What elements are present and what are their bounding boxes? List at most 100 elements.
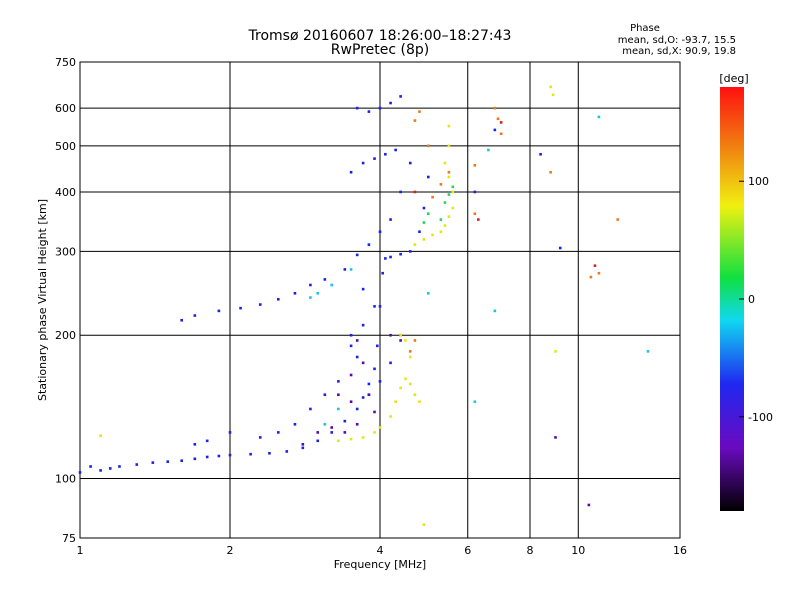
- data-point: [349, 344, 353, 348]
- data-point: [593, 264, 597, 267]
- data-point: [193, 457, 197, 461]
- data-point: [426, 291, 430, 295]
- data-point: [367, 393, 371, 397]
- data-point: [378, 426, 382, 429]
- data-point: [349, 400, 353, 404]
- x-tick-label: 10: [571, 544, 585, 557]
- colorbar-ticks: 100 0 -100: [739, 175, 773, 424]
- data-point: [418, 400, 421, 404]
- data-point: [151, 461, 155, 464]
- y-tick-label: 500: [55, 140, 76, 153]
- data-point: [551, 93, 555, 97]
- y-tick-label: 200: [55, 329, 76, 342]
- data-point: [418, 110, 421, 113]
- y-tick-label: 750: [55, 56, 76, 69]
- data-point: [285, 450, 289, 453]
- stats-line-o: mean, sd,O: -93.7, 15.5: [618, 35, 736, 46]
- data-point: [355, 253, 359, 257]
- data-point: [384, 152, 387, 156]
- data-point: [408, 382, 412, 386]
- data-point: [646, 350, 650, 353]
- data-point: [549, 85, 552, 89]
- data-point: [443, 201, 447, 204]
- data-point: [451, 190, 455, 194]
- data-point: [549, 170, 552, 174]
- data-point: [355, 422, 359, 426]
- data-point: [426, 144, 430, 148]
- data-point: [499, 132, 503, 136]
- data-point: [413, 243, 417, 246]
- y-tick-label: 75: [62, 532, 76, 545]
- data-point: [443, 161, 447, 165]
- y-tick-label: 100: [55, 473, 76, 486]
- data-point: [554, 436, 557, 439]
- data-point: [343, 419, 347, 423]
- data-point: [343, 268, 347, 271]
- data-point: [316, 439, 320, 443]
- data-point: [205, 455, 209, 459]
- data-point: [373, 367, 376, 371]
- data-point: [384, 257, 387, 260]
- data-point: [408, 350, 412, 353]
- data-point: [499, 121, 503, 124]
- data-point: [349, 170, 353, 174]
- data-point: [589, 275, 593, 279]
- data-point: [381, 271, 384, 275]
- data-point: [330, 431, 334, 434]
- data-point: [258, 436, 262, 439]
- data-point: [135, 463, 139, 466]
- data-point: [367, 110, 371, 113]
- stats-line-x: mean, sd,X: 90.9, 19.8: [622, 46, 736, 57]
- data-point: [373, 157, 376, 160]
- data-point: [355, 355, 359, 359]
- data-point: [439, 183, 443, 186]
- data-point: [316, 291, 320, 295]
- data-point: [493, 106, 497, 110]
- x-tick-label: 1: [77, 544, 84, 557]
- chart-title: Tromsø 20160607 18:26:00–18:27:43: [248, 28, 512, 44]
- data-point: [587, 503, 591, 507]
- data-points: [78, 85, 650, 526]
- data-point: [473, 190, 477, 194]
- colorbar-tick-label: -100: [748, 411, 773, 424]
- data-point: [323, 422, 327, 426]
- data-point: [268, 451, 271, 455]
- data-point: [89, 465, 92, 468]
- data-point: [473, 212, 477, 216]
- data-point: [413, 190, 417, 194]
- data-point: [447, 175, 451, 179]
- data-point: [426, 175, 430, 179]
- x-tick-label: 4: [377, 544, 384, 557]
- x-tick-labels: 1 2 4 6 8 10 16: [77, 544, 688, 557]
- data-point: [394, 148, 397, 152]
- data-point: [217, 309, 221, 313]
- data-point: [373, 431, 376, 434]
- data-point: [99, 469, 102, 472]
- x-tick-label: 16: [673, 544, 687, 557]
- data-point: [389, 361, 392, 365]
- data-point: [337, 407, 340, 411]
- data-point: [597, 271, 601, 275]
- data-point: [473, 164, 477, 167]
- data-point: [413, 119, 417, 122]
- colorbar-tick-label: 100: [748, 175, 769, 188]
- data-point: [439, 218, 443, 221]
- data-point: [193, 314, 197, 317]
- data-point: [487, 148, 490, 152]
- data-point: [539, 152, 542, 156]
- data-point: [180, 459, 184, 463]
- colorbar-tick-label: 0: [748, 293, 755, 306]
- data-point: [399, 333, 402, 337]
- data-point: [399, 339, 402, 342]
- y-axis-label: Stationary phase Virtual Height [km]: [36, 199, 49, 401]
- data-point: [426, 212, 430, 216]
- data-point: [451, 206, 455, 210]
- data-point: [355, 407, 359, 411]
- data-point: [293, 291, 297, 295]
- data-point: [378, 230, 382, 234]
- data-point: [477, 218, 480, 221]
- data-point: [451, 185, 455, 189]
- data-point: [343, 431, 347, 434]
- data-point: [389, 333, 392, 337]
- data-point: [389, 218, 392, 221]
